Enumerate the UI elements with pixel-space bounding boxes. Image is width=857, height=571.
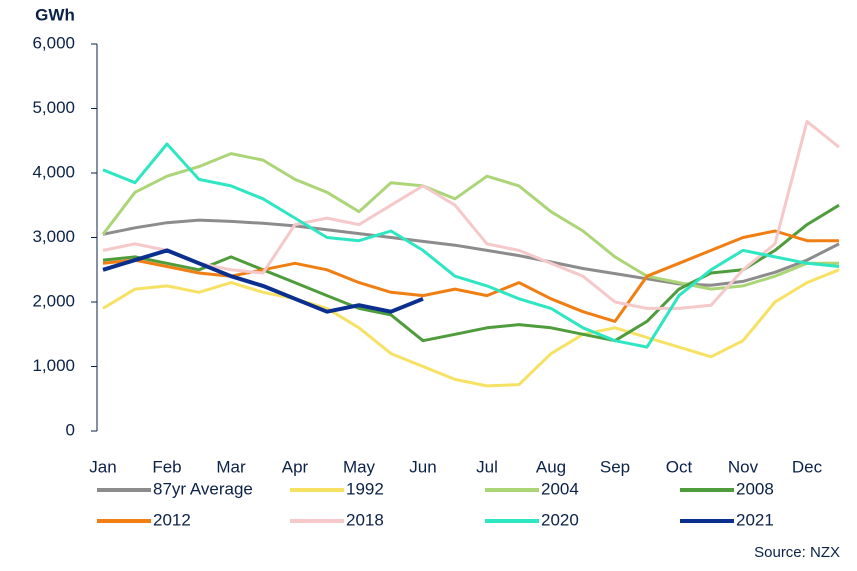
series-line — [102, 203, 840, 343]
x-tick-label: Feb — [152, 457, 181, 476]
x-tick-label: Oct — [666, 457, 693, 476]
legend-label: 2004 — [541, 479, 579, 498]
series-line — [102, 142, 840, 349]
x-tick-label: Aug — [536, 457, 566, 476]
x-tick-label: Mar — [216, 457, 246, 476]
series-line — [102, 119, 840, 310]
series-line — [102, 268, 840, 388]
legend-label: 1992 — [346, 479, 384, 498]
x-tick-label: Jul — [476, 457, 498, 476]
x-tick-label: May — [343, 457, 376, 476]
x-tick-label: Jan — [89, 457, 116, 476]
y-tick-label: 4,000 — [32, 162, 75, 181]
legend-label: 2020 — [541, 510, 579, 529]
y-tick-label: 0 — [66, 420, 75, 439]
y-tick-label: 1,000 — [32, 356, 75, 375]
y-axis-label: GWh — [35, 5, 75, 24]
legend-label: 2018 — [346, 510, 384, 529]
series-line — [102, 218, 840, 287]
x-tick-label: Dec — [792, 457, 823, 476]
x-tick-label: Jun — [409, 457, 436, 476]
legend-label: 2008 — [736, 479, 774, 498]
legend-label: 87yr Average — [153, 479, 253, 498]
series-line — [101, 152, 839, 291]
y-tick-label: 5,000 — [32, 98, 75, 117]
y-tick-label: 3,000 — [32, 227, 75, 246]
legend-label: 2021 — [736, 510, 774, 529]
series-line — [102, 229, 839, 323]
x-tick-label: Apr — [282, 457, 309, 476]
series-line — [102, 248, 424, 314]
y-tick-label: 6,000 — [32, 33, 75, 52]
x-tick-label: Sep — [600, 457, 630, 476]
x-tick-label: Nov — [728, 457, 759, 476]
y-tick-label: 2,000 — [32, 291, 75, 310]
source-note: Source: NZX — [754, 544, 840, 561]
legend-label: 2012 — [153, 510, 191, 529]
